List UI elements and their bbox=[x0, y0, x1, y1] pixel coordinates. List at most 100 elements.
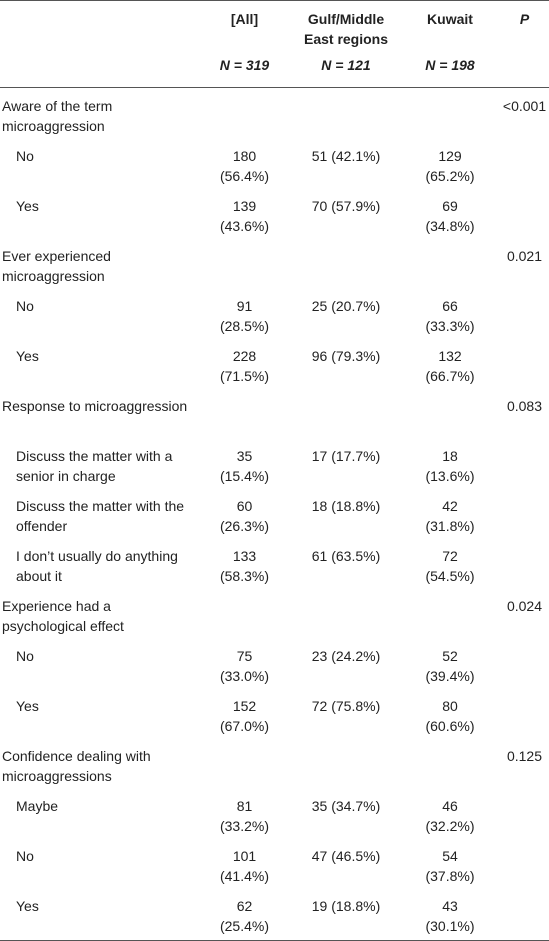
p-value: 0.125 bbox=[506, 747, 543, 764]
value-cell: 18 (13.6%) bbox=[400, 438, 500, 488]
value-cell: 133 (58.3%) bbox=[197, 538, 292, 588]
value-cell: 69 (34.8%) bbox=[400, 188, 500, 238]
empty-cell bbox=[197, 588, 292, 638]
empty-cell bbox=[500, 438, 549, 488]
row-label: Yes bbox=[16, 697, 39, 714]
table-body: Aware of the term microaggression <0.001 N… bbox=[0, 88, 549, 941]
empty-cell bbox=[500, 888, 549, 941]
value-cell: 180 (56.4%) bbox=[197, 138, 292, 188]
value-cell: 47 (46.5%) bbox=[292, 838, 400, 888]
p-value: <0.001 bbox=[502, 98, 547, 114]
value-cell: 70 (57.9%) bbox=[292, 188, 400, 238]
empty-cell bbox=[292, 588, 400, 638]
cell-text: 35 (34.7%) bbox=[311, 797, 381, 814]
cell-text: 80 (60.6%) bbox=[425, 697, 475, 734]
row-label: No bbox=[16, 847, 34, 864]
empty-cell bbox=[500, 838, 549, 888]
empty-cell bbox=[500, 138, 549, 188]
empty-cell bbox=[500, 288, 549, 338]
empty-cell bbox=[400, 388, 500, 438]
data-row: No 75 (33.0%) 23 (24.2%) 52 (39.4%) bbox=[0, 638, 549, 688]
value-cell: 35 (34.7%) bbox=[292, 788, 400, 838]
cell-text: 17 (17.7%) bbox=[311, 447, 381, 464]
p-value: 0.083 bbox=[506, 397, 543, 414]
value-cell: 72 (75.8%) bbox=[292, 688, 400, 738]
data-row: Discuss the matter with a senior in char… bbox=[0, 438, 549, 488]
p-value: 0.021 bbox=[506, 247, 543, 264]
cell-text: 180 (56.4%) bbox=[219, 147, 270, 184]
value-cell: 35 (15.4%) bbox=[197, 438, 292, 488]
cell-text: 51 (42.1%) bbox=[311, 147, 381, 164]
section-row: Experience had a psychological effect 0.0… bbox=[0, 588, 549, 638]
cell-text: 54 (37.8%) bbox=[425, 847, 475, 884]
header-cell bbox=[0, 49, 197, 88]
cell-text: 18 (18.8%) bbox=[311, 497, 381, 514]
empty-cell bbox=[197, 238, 292, 288]
cell-text: 52 (39.4%) bbox=[425, 647, 475, 684]
value-cell: 132 (66.7%) bbox=[400, 338, 500, 388]
value-cell: 81 (33.2%) bbox=[197, 788, 292, 838]
cell-text: 72 (75.8%) bbox=[311, 697, 381, 714]
value-cell: 139 (43.6%) bbox=[197, 188, 292, 238]
table-header: [All] Gulf/Middle East regions Kuwait P … bbox=[0, 0, 549, 88]
row-label: No bbox=[16, 297, 34, 314]
data-row: No 91 (28.5%) 25 (20.7%) 66 (33.3%) bbox=[0, 288, 549, 338]
cell-text: 46 (32.2%) bbox=[425, 797, 475, 834]
cell-text: 42 (31.8%) bbox=[425, 497, 475, 534]
row-label: Discuss the matter with the offender bbox=[16, 497, 185, 534]
section-row: Aware of the term microaggression <0.001 bbox=[0, 88, 549, 138]
cell-text: 75 (33.0%) bbox=[219, 647, 270, 684]
cell-text: 72 (54.5%) bbox=[425, 547, 475, 584]
value-cell: 46 (32.2%) bbox=[400, 788, 500, 838]
empty-cell bbox=[500, 188, 549, 238]
column-title: [All] bbox=[230, 11, 259, 27]
data-row: Discuss the matter with the offender 60 (… bbox=[0, 488, 549, 538]
cell-text: 66 (33.3%) bbox=[425, 297, 475, 334]
value-cell: 66 (33.3%) bbox=[400, 288, 500, 338]
cell-text: 62 (25.4%) bbox=[219, 897, 270, 934]
value-cell: 91 (28.5%) bbox=[197, 288, 292, 338]
cell-text: 61 (63.5%) bbox=[311, 547, 381, 564]
row-label: Yes bbox=[16, 897, 39, 914]
row-label: No bbox=[16, 147, 34, 164]
cell-text: 96 (79.3%) bbox=[311, 347, 381, 364]
row-label: Yes bbox=[16, 347, 39, 364]
empty-cell bbox=[500, 688, 549, 738]
section-row: Response to microaggression 0.083 bbox=[0, 388, 549, 438]
header-cell bbox=[500, 49, 549, 88]
data-row: No 180 (56.4%) 51 (42.1%) 129 (65.2%) bbox=[0, 138, 549, 188]
cell-text: 25 (20.7%) bbox=[311, 297, 381, 314]
cell-text: 70 (57.9%) bbox=[311, 197, 381, 214]
cell-text: 18 (13.6%) bbox=[425, 447, 475, 484]
value-cell: 96 (79.3%) bbox=[292, 338, 400, 388]
header-cell: Kuwait bbox=[400, 1, 500, 50]
section-label: Experience had a psychological effect bbox=[2, 597, 124, 634]
row-label: No bbox=[16, 647, 34, 664]
value-cell: 25 (20.7%) bbox=[292, 288, 400, 338]
header-row: [All] Gulf/Middle East regions Kuwait P bbox=[0, 0, 549, 50]
value-cell: 23 (24.2%) bbox=[292, 638, 400, 688]
cell-text: 23 (24.2%) bbox=[311, 647, 381, 664]
section-label: Aware of the term microaggression bbox=[2, 98, 113, 134]
n-cell: N = 319 bbox=[219, 57, 270, 73]
cell-text: 47 (46.5%) bbox=[311, 847, 381, 864]
empty-cell bbox=[500, 638, 549, 688]
header-cell: Gulf/Middle East regions bbox=[292, 1, 400, 50]
empty-cell bbox=[292, 238, 400, 288]
value-cell: 60 (26.3%) bbox=[197, 488, 292, 538]
section-row: Ever experienced microaggression 0.021 bbox=[0, 238, 549, 288]
empty-cell bbox=[400, 88, 500, 138]
empty-cell bbox=[197, 738, 292, 788]
value-cell: 75 (33.0%) bbox=[197, 638, 292, 688]
column-title: Gulf/Middle East regions bbox=[303, 11, 389, 47]
value-cell: 129 (65.2%) bbox=[400, 138, 500, 188]
row-label: Maybe bbox=[16, 797, 59, 814]
cell-text: 139 (43.6%) bbox=[219, 197, 270, 234]
value-cell: 101 (41.4%) bbox=[197, 838, 292, 888]
cell-text: 43 (30.1%) bbox=[425, 897, 475, 934]
p-value: 0.024 bbox=[506, 597, 543, 614]
cell-text: 19 (18.8%) bbox=[311, 897, 381, 914]
empty-cell bbox=[292, 88, 400, 138]
cell-text: 132 (66.7%) bbox=[425, 347, 475, 384]
